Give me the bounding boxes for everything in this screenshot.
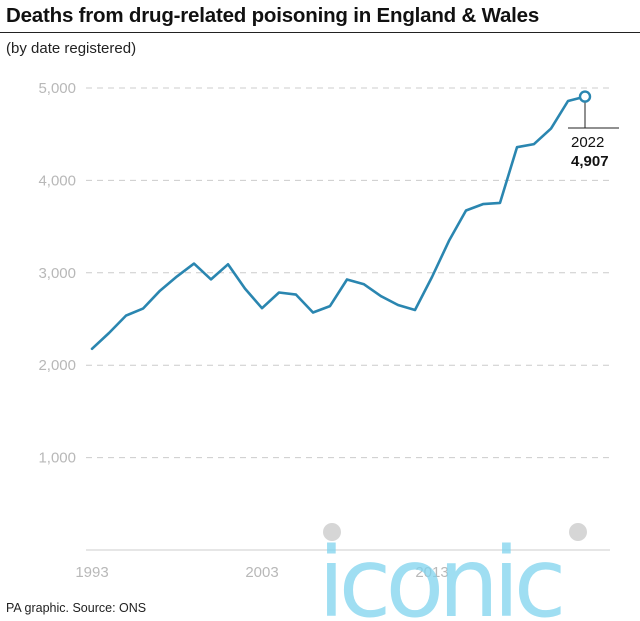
data-point (566, 99, 570, 103)
data-point (311, 311, 315, 315)
data-point (260, 306, 264, 310)
data-point (345, 277, 349, 281)
x-tick-label: 2003 (245, 564, 278, 581)
data-point (532, 142, 536, 146)
source-note: PA graphic. Source: ONS (6, 601, 147, 615)
data-point (124, 314, 128, 318)
data-point (175, 274, 179, 278)
data-point (464, 209, 468, 213)
watermark-dot-right (569, 523, 587, 541)
data-point (107, 331, 111, 335)
data-point (243, 287, 247, 291)
y-tick-label: 5,000 (38, 80, 76, 97)
data-point (90, 347, 94, 351)
chart-subtitle: (by date registered) (6, 40, 137, 57)
annotation-year: 2022 (571, 134, 604, 151)
data-point (158, 289, 162, 293)
x-tick-label: 1993 (75, 564, 108, 581)
data-point (481, 202, 485, 206)
data-point (498, 201, 502, 205)
watermark-text: iconic (322, 527, 561, 620)
series-layer (90, 95, 587, 351)
y-tick-label: 4,000 (38, 172, 76, 189)
annotation-value: 4,907 (571, 153, 609, 170)
data-point (362, 282, 366, 286)
iconic-watermark: iconic (322, 523, 587, 620)
data-point (413, 308, 417, 312)
x-tick-label: 2013 (415, 564, 448, 581)
data-point (396, 303, 400, 307)
title-divider (0, 32, 640, 33)
y-tick-label: 2,000 (38, 357, 76, 374)
data-point (515, 145, 519, 149)
y-tick-label: 3,000 (38, 265, 76, 282)
chart-title: Deaths from drug-related poisoning in En… (6, 4, 540, 27)
x-axis-ticks: 1993 2003 2013 (75, 564, 448, 581)
data-point (447, 239, 451, 243)
data-point (294, 293, 298, 297)
data-point (277, 290, 281, 294)
data-point (192, 262, 196, 266)
data-point (379, 294, 383, 298)
data-point (549, 127, 553, 131)
data-point (209, 277, 213, 281)
data-point (226, 262, 230, 266)
y-tick-label: 1,000 (38, 450, 76, 467)
series-line (90, 95, 587, 351)
last-point-marker (578, 90, 592, 103)
data-point (328, 304, 332, 308)
y-axis-ticks: 1,000 2,000 3,000 4,000 5,000 (38, 80, 76, 467)
annotation: 2022 4,907 (568, 90, 619, 170)
watermark-dot-left (323, 523, 341, 541)
data-point (430, 275, 434, 279)
data-point (141, 307, 145, 311)
